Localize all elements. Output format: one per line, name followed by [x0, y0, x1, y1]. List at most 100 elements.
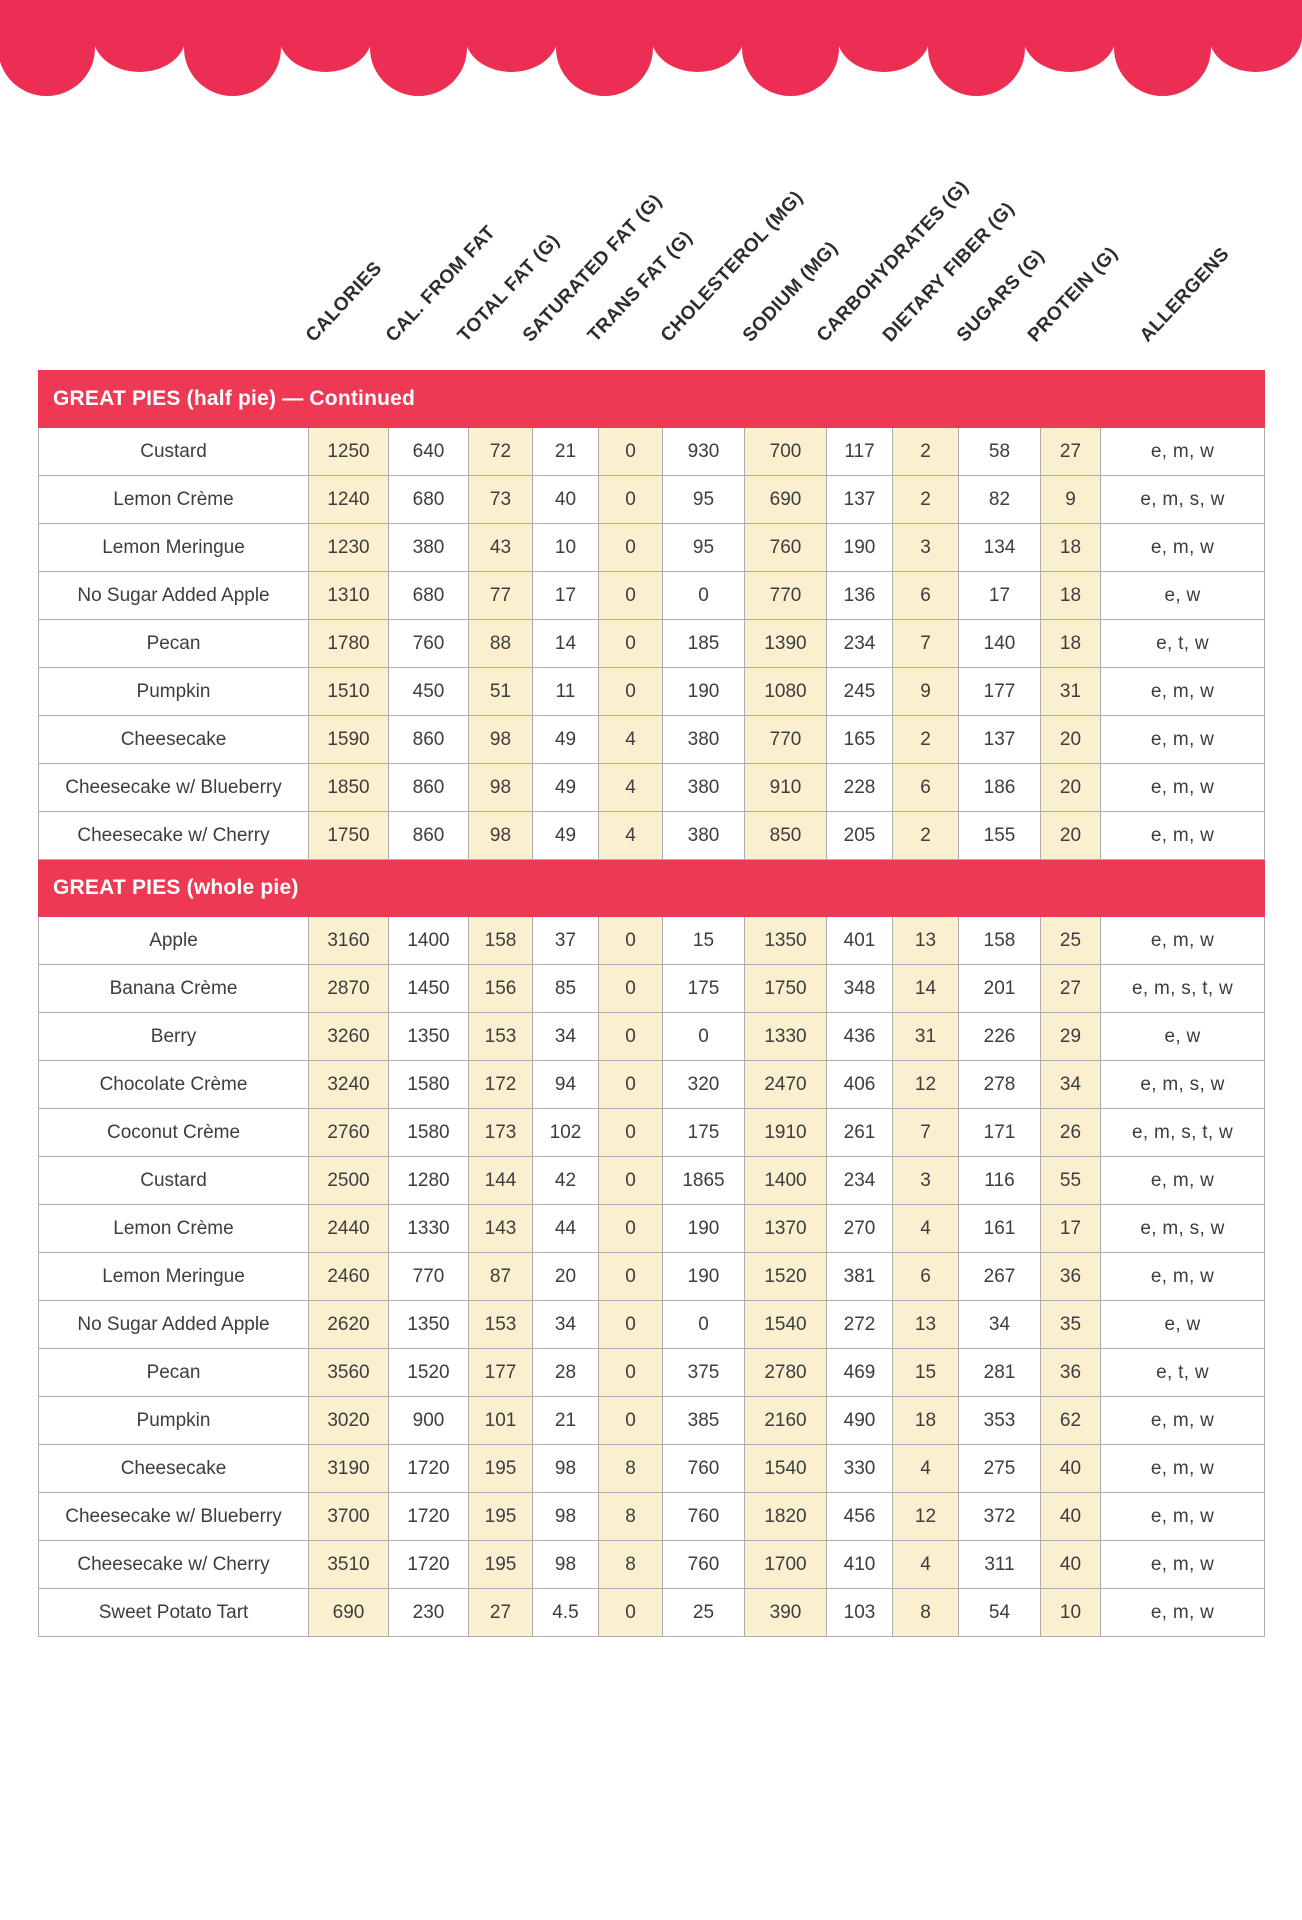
value-cell: 171 — [958, 1108, 1041, 1157]
table-row: Cheesecake 1590 860 98 49 4 380 770 165 2 137 20 e, … — [38, 715, 1266, 764]
value-cell: 690 — [308, 1588, 389, 1637]
value-cell: 3 — [892, 1156, 959, 1205]
pie-name: Chocolate Crème — [38, 1060, 309, 1109]
value-cell: 137 — [826, 475, 893, 524]
section-title: GREAT PIES (half pie) — Continued — [37, 370, 1266, 428]
pie-name: Cheesecake w/ Blueberry — [38, 1492, 309, 1541]
value-cell: 0 — [598, 1348, 663, 1397]
value-cell: 234 — [826, 1156, 893, 1205]
value-cell: 700 — [744, 427, 827, 476]
value-cell: 0 — [598, 1204, 663, 1253]
pie-name: No Sugar Added Apple — [38, 571, 309, 620]
value-cell: 175 — [662, 1108, 745, 1157]
table-row: Chocolate Crème 3240 1580 172 94 0 320 2470 406 1… — [38, 1060, 1266, 1109]
allergens-cell: e, m, s, t, w — [1099, 964, 1266, 1013]
value-cell: 14 — [532, 619, 599, 668]
value-cell: 34 — [532, 1300, 599, 1349]
table-row: Lemon Crème 2440 1330 143 44 0 190 1370 270 4 161 1… — [38, 1204, 1266, 1253]
value-cell: 195 — [468, 1444, 533, 1493]
scallop — [928, 0, 1025, 96]
value-cell: 1850 — [308, 763, 389, 812]
pie-name: Lemon Meringue — [38, 1252, 309, 1301]
value-cell: 144 — [468, 1156, 533, 1205]
value-cell: 760 — [388, 619, 469, 668]
pie-name: Berry — [38, 1012, 309, 1061]
allergens-cell: e, m, w — [1099, 763, 1266, 812]
value-cell: 4 — [892, 1204, 959, 1253]
value-cell: 1250 — [308, 427, 389, 476]
value-cell: 320 — [662, 1060, 745, 1109]
value-cell: 156 — [468, 964, 533, 1013]
allergens-cell: e, m, w — [1099, 1156, 1266, 1205]
column-headers-band: CALORIES CAL. FROM FAT TOTAL FAT (G) SATURA… — [0, 98, 1302, 353]
scallop — [1209, 0, 1302, 72]
value-cell: 177 — [468, 1348, 533, 1397]
value-cell: 1520 — [388, 1348, 469, 1397]
value-cell: 228 — [826, 763, 893, 812]
value-cell: 2780 — [744, 1348, 827, 1397]
value-cell: 31 — [892, 1012, 959, 1061]
value-cell: 36 — [1040, 1348, 1101, 1397]
table-row: Coconut Crème 2760 1580 173 102 0 175 1910 261 7 1… — [38, 1108, 1266, 1157]
value-cell: 185 — [662, 619, 745, 668]
value-cell: 140 — [958, 619, 1041, 668]
value-cell: 25 — [1040, 916, 1101, 965]
value-cell: 1910 — [744, 1108, 827, 1157]
allergens-cell: e, m, w — [1099, 1540, 1266, 1589]
value-cell: 0 — [598, 571, 663, 620]
value-cell: 860 — [388, 811, 469, 860]
value-cell: 2470 — [744, 1060, 827, 1109]
value-cell: 267 — [958, 1252, 1041, 1301]
value-cell: 0 — [598, 1012, 663, 1061]
value-cell: 4 — [892, 1540, 959, 1589]
value-cell: 31 — [1040, 667, 1101, 716]
value-cell: 10 — [532, 523, 599, 572]
table-row: Sweet Potato Tart 690 230 27 4.5 0 25 390 103 8 54… — [38, 1588, 1266, 1637]
table-row: Cheesecake w/ Cherry 1750 860 98 49 4 380 850 20… — [38, 811, 1266, 860]
pie-name: Pumpkin — [38, 1396, 309, 1445]
value-cell: 13 — [892, 916, 959, 965]
value-cell: 40 — [1040, 1540, 1101, 1589]
value-cell: 311 — [958, 1540, 1041, 1589]
value-cell: 44 — [532, 1204, 599, 1253]
value-cell: 4 — [892, 1444, 959, 1493]
value-cell: 2620 — [308, 1300, 389, 1349]
value-cell: 153 — [468, 1300, 533, 1349]
scallop — [837, 0, 930, 72]
value-cell: 2 — [892, 715, 959, 764]
value-cell: 82 — [958, 475, 1041, 524]
value-cell: 10 — [1040, 1588, 1101, 1637]
value-cell: 161 — [958, 1204, 1041, 1253]
value-cell: 1230 — [308, 523, 389, 572]
pie-name: Coconut Crème — [38, 1108, 309, 1157]
value-cell: 3190 — [308, 1444, 389, 1493]
value-cell: 0 — [662, 571, 745, 620]
table-row: Apple 3160 1400 158 37 0 15 1350 401 13 158 25 e, m,… — [38, 916, 1266, 965]
value-cell: 102 — [532, 1108, 599, 1157]
value-cell: 381 — [826, 1252, 893, 1301]
scallop — [556, 0, 653, 96]
value-cell: 406 — [826, 1060, 893, 1109]
allergens-cell: e, m, w — [1099, 1396, 1266, 1445]
pie-name: Pecan — [38, 1348, 309, 1397]
value-cell: 1400 — [744, 1156, 827, 1205]
column-header-cholesterol-mg: CHOLESTEROL (MG) — [656, 187, 808, 347]
table-row: Pumpkin 3020 900 101 21 0 385 2160 490 18 353 62 e, … — [38, 1396, 1266, 1445]
value-cell: 6 — [892, 571, 959, 620]
value-cell: 450 — [388, 667, 469, 716]
value-cell: 0 — [662, 1012, 745, 1061]
value-cell: 860 — [388, 763, 469, 812]
allergens-cell: e, m, w — [1099, 1444, 1266, 1493]
allergens-cell: e, m, w — [1099, 523, 1266, 572]
allergens-cell: e, m, w — [1099, 1588, 1266, 1637]
value-cell: 175 — [662, 964, 745, 1013]
table-row: Custard 2500 1280 144 42 0 1865 1400 234 3 116 55 e,… — [38, 1156, 1266, 1205]
scallop — [0, 0, 95, 96]
table-row: Cheesecake w/ Cherry 3510 1720 195 98 8 760 170… — [38, 1540, 1266, 1589]
value-cell: 49 — [532, 811, 599, 860]
value-cell: 3 — [892, 523, 959, 572]
scallop — [279, 0, 372, 72]
value-cell: 930 — [662, 427, 745, 476]
pie-name: Custard — [38, 427, 309, 476]
value-cell: 0 — [598, 1060, 663, 1109]
